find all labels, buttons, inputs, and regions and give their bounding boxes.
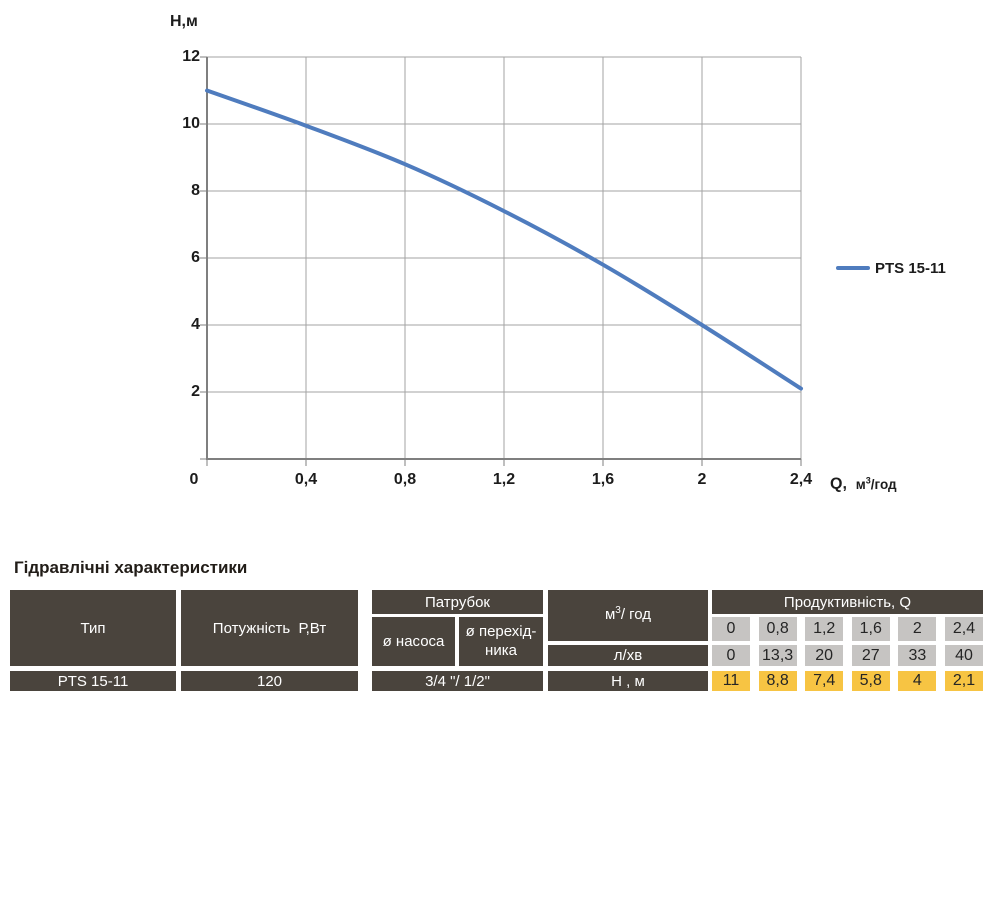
head-m-value: 11 — [712, 671, 750, 691]
flow-lmin-value: 0 — [712, 645, 750, 666]
row-flow-lmin: 0 13,3 20 27 33 40 — [712, 645, 983, 666]
flow-m3h-value: 1,6 — [851, 617, 890, 641]
x-tick-label: 2 — [697, 471, 707, 488]
flow-m3h-value: 0,8 — [758, 617, 797, 641]
x-axis-label-q: Q, — [830, 475, 856, 493]
head-m-value: 4 — [898, 671, 937, 691]
flow-m3h-value: 2 — [898, 617, 937, 641]
y-tick-label: 8 — [191, 182, 200, 199]
row-flow-m3h: 0 0,8 1,2 1,6 2 2,4 — [712, 617, 983, 641]
chart-canvas — [200, 56, 803, 466]
header-unit-lmin: л/хв — [548, 645, 708, 666]
value-type: PTS 15-11 — [10, 671, 176, 691]
x-axis-label: Q, м3/год — [830, 470, 897, 493]
x-axis-label-unit: м3/год — [855, 475, 897, 492]
legend-series-label: PTS 15-11 — [875, 259, 946, 277]
flow-m3h-value: 2,4 — [944, 617, 983, 641]
header-pump-diameter: ø насоса — [372, 617, 455, 666]
header-power: Потужність Р,Вт — [181, 590, 358, 666]
x-tick-label: 2,4 — [789, 471, 813, 488]
header-unit-head: Н , м — [548, 671, 708, 691]
x-tick-label: 1,2 — [492, 471, 516, 488]
head-m-value: 2,1 — [944, 671, 983, 691]
header-unit-m3h: м3/ год — [548, 590, 708, 641]
legend-line-swatch — [836, 266, 870, 270]
header-pipe-group: Патрубок — [372, 590, 543, 614]
value-power: 120 — [181, 671, 358, 691]
y-axis-label: Н,м — [170, 13, 198, 30]
y-tick-label: 4 — [191, 316, 200, 333]
row-head-m: 11 8,8 7,4 5,8 4 2,1 — [712, 671, 983, 691]
y-tick-label: 2 — [191, 383, 200, 400]
flow-lmin-value: 27 — [851, 645, 890, 666]
chart-legend: PTS 15-11 — [836, 258, 946, 278]
flow-lmin-value: 20 — [805, 645, 844, 666]
header-adapter-diameter: ø перехід- ника — [459, 617, 543, 666]
flow-lmin-value: 40 — [944, 645, 983, 666]
x-tick-label: 0,8 — [393, 471, 417, 488]
flow-lmin-value: 33 — [898, 645, 937, 666]
y-tick-label: 12 — [182, 48, 200, 65]
header-type: Тип — [10, 590, 176, 666]
x-tick-label: 0,4 — [294, 471, 318, 488]
pump-curve-line — [205, 88, 803, 391]
header-productivity-group: Продуктивність, Q — [712, 590, 983, 614]
flow-m3h-value: 0 — [712, 617, 750, 641]
pump-curve-chart: Н,м 12 10 8 6 4 2 0 0,4 0,8 1,2 1,6 2 2,4 Q, м3/год… — [170, 13, 946, 493]
table-title: Гідравлічні характеристики — [14, 558, 248, 577]
flow-lmin-value: 13,3 — [758, 645, 797, 666]
x-tick-label: 1,6 — [591, 471, 615, 488]
flow-m3h-value: 1,2 — [805, 617, 844, 641]
head-m-value: 8,8 — [758, 671, 797, 691]
head-m-value: 5,8 — [851, 671, 890, 691]
y-tick-label: 10 — [182, 115, 200, 132]
y-tick-label: 6 — [191, 249, 200, 266]
head-m-value: 7,4 — [805, 671, 844, 691]
value-pipe: 3/4 "/ 1/2" — [372, 671, 543, 691]
x-tick-label: 0 — [189, 471, 199, 488]
hydraulic-characteristics-table: Тип PTS 15-11 Потужність Р,Вт 120 Патруб… — [10, 590, 983, 691]
